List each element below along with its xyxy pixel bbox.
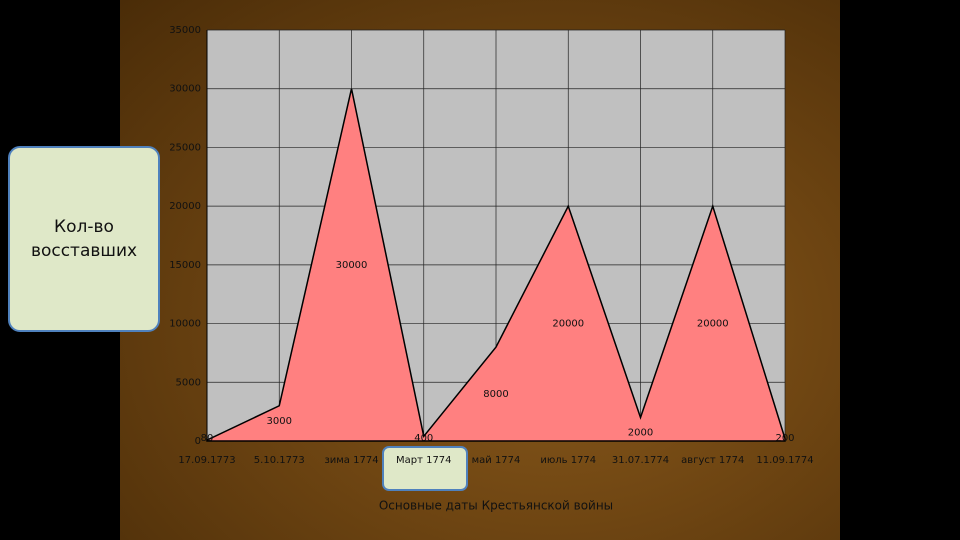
- category-callout: [382, 446, 468, 491]
- data-label: 20000: [697, 319, 729, 330]
- y-tick-label: 25000: [169, 142, 201, 153]
- x-tick-label: зима 1774: [324, 455, 379, 466]
- y-tick-label: 15000: [169, 260, 201, 271]
- x-tick-label: 17.09.1773: [178, 455, 236, 466]
- x-tick-label: 31.07.1774: [611, 455, 670, 466]
- x-tick-label: июль 1774: [540, 455, 597, 466]
- y-tick-label: 30000: [169, 84, 201, 95]
- data-label: 400: [414, 433, 433, 444]
- y-tick-label: 35000: [169, 25, 201, 36]
- data-label: 20000: [552, 319, 584, 330]
- data-label: 8000: [483, 389, 508, 400]
- y-tick-label: 20000: [169, 201, 201, 212]
- data-label: 30000: [336, 260, 368, 271]
- x-axis-title: Основные даты Крестьянской войны: [379, 499, 613, 513]
- data-label: 2000: [628, 428, 653, 439]
- data-label: 200: [775, 433, 794, 444]
- y-tick-label: 0: [195, 436, 201, 447]
- x-tick-label: август 1774: [681, 455, 745, 466]
- x-tick-label: май 1774: [471, 455, 521, 466]
- x-tick-label: 11.09.1774: [756, 455, 814, 466]
- x-tick-label: Март 1774: [395, 455, 452, 466]
- x-tick-label: 5.10.1773: [253, 455, 305, 466]
- data-label: 3000: [267, 416, 292, 427]
- area: [206, 88, 786, 442]
- y-axis-title: Кол-во восставших: [8, 146, 160, 332]
- y-tick-label: 5000: [176, 377, 201, 388]
- y-tick-label: 10000: [169, 319, 201, 330]
